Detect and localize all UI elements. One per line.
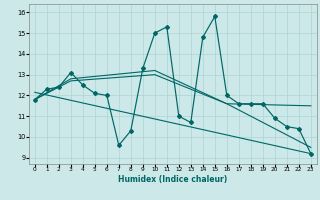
X-axis label: Humidex (Indice chaleur): Humidex (Indice chaleur)	[118, 175, 228, 184]
